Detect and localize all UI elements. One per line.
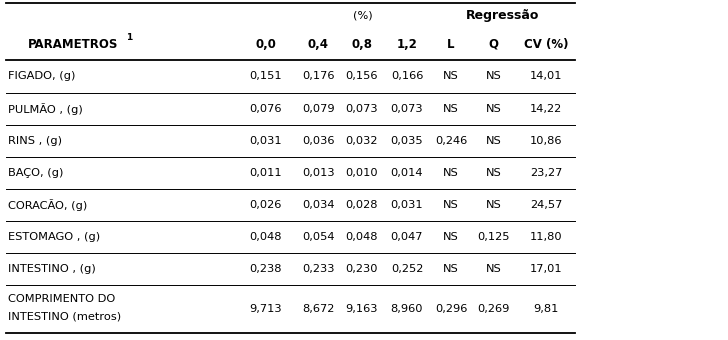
Text: 0,233: 0,233 — [302, 264, 334, 274]
Text: 0,013: 0,013 — [302, 168, 334, 178]
Text: 0,073: 0,073 — [346, 104, 378, 114]
Text: L: L — [447, 38, 455, 51]
Text: 11,80: 11,80 — [530, 232, 562, 242]
Text: NS: NS — [443, 104, 459, 114]
Text: 0,4: 0,4 — [308, 38, 328, 51]
Text: 24,57: 24,57 — [530, 200, 562, 210]
Text: 23,27: 23,27 — [530, 168, 562, 178]
Text: 10,86: 10,86 — [530, 136, 562, 146]
Text: NS: NS — [486, 168, 502, 178]
Text: NS: NS — [443, 168, 459, 178]
Text: 0,0: 0,0 — [256, 38, 276, 51]
Text: 1: 1 — [126, 33, 132, 42]
Text: 0,047: 0,047 — [391, 232, 423, 242]
Text: NS: NS — [443, 264, 459, 274]
Text: 0,8: 0,8 — [352, 38, 372, 51]
Text: 0,010: 0,010 — [346, 168, 378, 178]
Text: 0,032: 0,032 — [346, 136, 378, 146]
Text: 0,048: 0,048 — [346, 232, 378, 242]
Text: INTESTINO , (g): INTESTINO , (g) — [8, 264, 96, 274]
Text: CORACÃO, (g): CORACÃO, (g) — [8, 199, 87, 211]
Text: NS: NS — [486, 104, 502, 114]
Text: NS: NS — [486, 71, 502, 82]
Text: 0,176: 0,176 — [302, 71, 334, 82]
Text: 0,076: 0,076 — [250, 104, 282, 114]
Text: 0,125: 0,125 — [478, 232, 510, 242]
Text: 0,230: 0,230 — [346, 264, 378, 274]
Text: BAÇO, (g): BAÇO, (g) — [8, 168, 63, 178]
Text: FIGADO, (g): FIGADO, (g) — [8, 71, 76, 82]
Text: 9,163: 9,163 — [346, 304, 378, 314]
Text: 0,014: 0,014 — [391, 168, 423, 178]
Text: NS: NS — [486, 264, 502, 274]
Text: NS: NS — [443, 200, 459, 210]
Text: ESTOMAGO , (g): ESTOMAGO , (g) — [8, 232, 100, 242]
Text: COMPRIMENTO DO: COMPRIMENTO DO — [8, 293, 115, 304]
Text: 0,031: 0,031 — [391, 200, 423, 210]
Text: 0,026: 0,026 — [250, 200, 282, 210]
Text: 8,960: 8,960 — [391, 304, 423, 314]
Text: PULMÃO , (g): PULMÃO , (g) — [8, 103, 83, 115]
Text: 9,81: 9,81 — [534, 304, 558, 314]
Text: PARAMETROS: PARAMETROS — [28, 38, 118, 51]
Text: (%): (%) — [354, 11, 373, 21]
Text: CV (%): CV (%) — [523, 38, 569, 51]
Text: NS: NS — [443, 71, 459, 82]
Text: 0,028: 0,028 — [346, 200, 378, 210]
Text: Q: Q — [488, 38, 499, 51]
Text: 0,034: 0,034 — [302, 200, 334, 210]
Text: 0,054: 0,054 — [302, 232, 334, 242]
Text: RINS , (g): RINS , (g) — [8, 136, 62, 146]
Text: 0,031: 0,031 — [250, 136, 282, 146]
Text: 0,252: 0,252 — [391, 264, 423, 274]
Text: 0,238: 0,238 — [250, 264, 282, 274]
Text: Regressão: Regressão — [467, 10, 539, 22]
Text: 0,166: 0,166 — [391, 71, 423, 82]
Text: 0,011: 0,011 — [250, 168, 282, 178]
Text: 0,269: 0,269 — [478, 304, 510, 314]
Text: 0,151: 0,151 — [250, 71, 282, 82]
Text: 0,296: 0,296 — [435, 304, 467, 314]
Text: 0,036: 0,036 — [302, 136, 334, 146]
Text: 14,22: 14,22 — [530, 104, 562, 114]
Text: 9,713: 9,713 — [250, 304, 282, 314]
Text: 1,2: 1,2 — [397, 38, 417, 51]
Text: 0,079: 0,079 — [302, 104, 334, 114]
Text: NS: NS — [486, 136, 502, 146]
Text: 8,672: 8,672 — [302, 304, 334, 314]
Text: 14,01: 14,01 — [530, 71, 562, 82]
Text: 0,156: 0,156 — [346, 71, 378, 82]
Text: NS: NS — [486, 200, 502, 210]
Text: 17,01: 17,01 — [530, 264, 562, 274]
Text: 0,073: 0,073 — [391, 104, 423, 114]
Text: 0,246: 0,246 — [435, 136, 467, 146]
Text: 0,048: 0,048 — [250, 232, 282, 242]
Text: INTESTINO (metros): INTESTINO (metros) — [8, 311, 121, 321]
Text: 0,035: 0,035 — [391, 136, 423, 146]
Text: NS: NS — [443, 232, 459, 242]
